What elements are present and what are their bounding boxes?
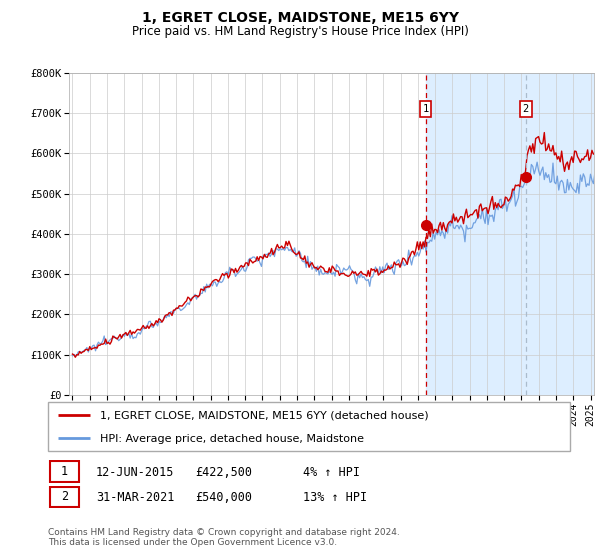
Text: Price paid vs. HM Land Registry's House Price Index (HPI): Price paid vs. HM Land Registry's House … [131,25,469,38]
Text: 1: 1 [422,104,429,114]
Text: 31-MAR-2021: 31-MAR-2021 [96,491,175,505]
Text: 1, EGRET CLOSE, MAIDSTONE, ME15 6YY (detached house): 1, EGRET CLOSE, MAIDSTONE, ME15 6YY (det… [100,410,429,421]
FancyBboxPatch shape [50,461,79,482]
Text: 13% ↑ HPI: 13% ↑ HPI [303,491,367,505]
Text: £422,500: £422,500 [195,466,252,479]
Text: Contains HM Land Registry data © Crown copyright and database right 2024.
This d: Contains HM Land Registry data © Crown c… [48,528,400,547]
Text: 1, EGRET CLOSE, MAIDSTONE, ME15 6YY: 1, EGRET CLOSE, MAIDSTONE, ME15 6YY [142,11,458,25]
Text: 2: 2 [61,490,68,503]
Bar [425,73,599,395]
Text: 2: 2 [523,104,529,114]
Text: HPI: Average price, detached house, Maidstone: HPI: Average price, detached house, Maid… [100,434,364,444]
FancyBboxPatch shape [50,487,79,507]
FancyBboxPatch shape [48,402,570,451]
Text: £540,000: £540,000 [195,491,252,505]
Text: 4% ↑ HPI: 4% ↑ HPI [303,466,360,479]
Text: 1: 1 [61,465,68,478]
Text: 12-JUN-2015: 12-JUN-2015 [96,466,175,479]
